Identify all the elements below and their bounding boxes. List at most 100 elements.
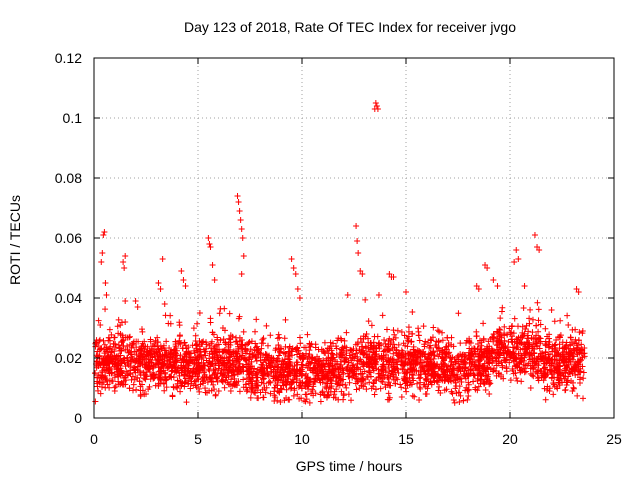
data-point [161,301,168,307]
data-point [519,329,526,336]
data-point [498,308,505,315]
data-point [237,368,244,375]
data-point [416,337,423,344]
data-point [415,332,422,339]
data-point [342,381,349,388]
data-point [101,366,108,373]
data-point [486,391,493,397]
data-point [398,329,405,336]
data-point [118,358,125,365]
data-point [443,346,450,353]
data-point [576,369,583,376]
data-point [253,377,260,384]
data-point [167,356,174,363]
data-point [500,375,507,382]
data-point [556,377,563,384]
data-point [453,383,460,390]
data-point [498,340,505,347]
data-point [422,338,429,345]
data-point [218,377,225,384]
data-point [307,343,314,350]
tick-marks [93,57,615,419]
data-point [104,381,111,388]
data-point [338,349,345,356]
data-point [576,329,583,336]
data-point [478,356,485,363]
data-point [261,385,268,391]
data-point [340,391,347,397]
data-point [114,353,121,360]
data-point [495,358,502,365]
y-tick-label: 0.02 [55,350,82,366]
x-tick-label: 15 [398,431,414,447]
data-point [362,380,369,387]
data-point [283,381,290,387]
data-point [129,387,136,394]
data-point [227,388,234,395]
data-point [249,382,256,389]
data-point [443,375,450,382]
data-point [413,368,420,375]
data-point [565,322,572,328]
data-point [185,362,192,369]
data-point [343,329,350,336]
data-point [216,349,223,356]
data-point [499,364,506,371]
data-point [398,394,405,400]
data-point [106,345,113,352]
data-point [471,348,478,355]
data-point [330,354,337,361]
data-point [220,336,227,343]
data-point [503,365,510,372]
data-point [163,376,170,383]
data-point [206,363,213,370]
data-point [383,326,390,333]
data-point [290,392,297,399]
data-point [220,348,227,355]
data-point [417,367,424,374]
data-point [477,372,484,379]
data-point [553,336,560,343]
data-point [291,366,298,373]
data-point [473,333,480,340]
data-point [557,317,564,324]
data-point [421,343,428,350]
data-point [237,217,244,223]
data-point [217,337,224,344]
data-point [535,367,542,374]
data-point [545,351,552,358]
data-point [359,271,366,277]
data-point [329,363,336,370]
data-point [224,368,231,375]
data-point [187,357,194,364]
data-point [513,247,520,253]
data-point [394,376,401,383]
data-point [270,375,277,382]
data-point [226,354,233,361]
data-point [219,359,226,366]
data-point [580,375,587,382]
data-point [410,377,417,384]
data-point [288,256,295,262]
data-point [420,323,427,330]
data-point [187,368,194,375]
data-point [513,355,520,362]
data-point [390,274,397,280]
data-point [221,305,228,312]
data-point [306,399,313,406]
data-point [515,256,522,262]
data-point [548,374,555,381]
data-point [118,347,125,354]
data-point [572,326,579,333]
data-point [161,387,168,394]
data-point [208,338,215,345]
data-point [239,342,246,349]
data-point [511,338,518,345]
data-point [277,377,284,384]
data-point [466,355,473,362]
data-point [148,359,155,366]
data-point [290,265,297,271]
data-point [490,365,497,372]
data-point [235,364,242,371]
data-point [122,318,129,325]
